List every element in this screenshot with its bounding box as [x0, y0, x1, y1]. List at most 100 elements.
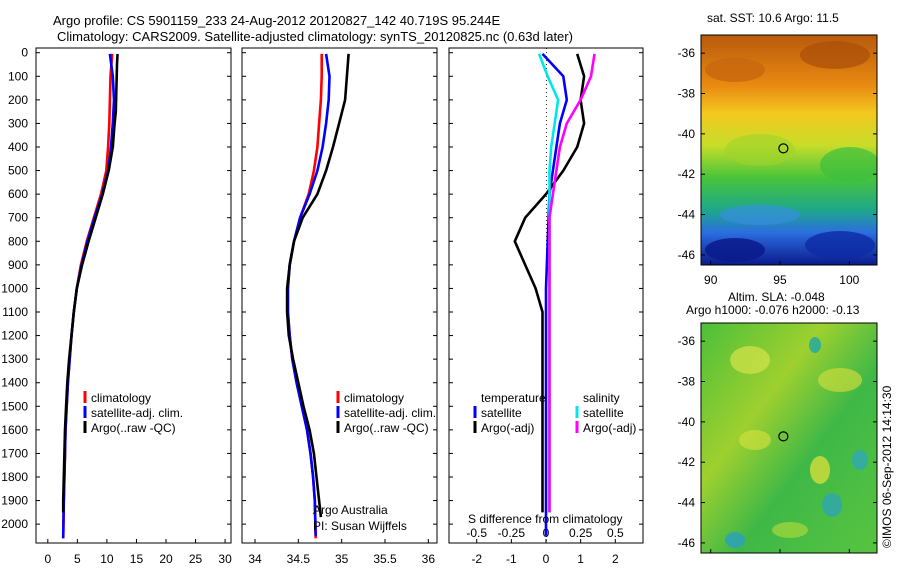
series-line-argo-raw-qc- — [61, 53, 119, 513]
x-tick-label: -1 — [506, 552, 517, 566]
depth-tick-label: 1200 — [1, 329, 28, 343]
series-line-satellite-adj-clim- — [286, 53, 331, 536]
figure-title: Argo profile: CS 5901159_233 24-Aug-2012… — [53, 13, 501, 28]
legend-satellite-label: satellite-adj. clim. — [344, 406, 436, 420]
series-line-argo-raw-qc- — [285, 53, 350, 518]
depth-tick-label: 0 — [21, 46, 28, 60]
sla-map-image — [701, 323, 877, 553]
legend-s-satellite-label: satellite — [583, 406, 624, 420]
depth-tick-label: 900 — [8, 258, 28, 272]
map-y-tick-label: -36 — [678, 46, 696, 60]
series-line-climatology — [286, 53, 324, 539]
salinity-series — [285, 53, 350, 539]
x-tick-label: -2 — [471, 552, 482, 566]
imos-timestamp: ©IMOS 06-Sep-2012 14:14:30 — [880, 385, 894, 548]
x-tick-label: 35 — [335, 552, 349, 566]
depth-tick-label: 1700 — [1, 446, 28, 460]
series-line-satellite-adj-clim- — [61, 53, 116, 539]
sst-map-title: sat. SST: 10.6 Argo: 11.5 — [707, 11, 839, 25]
difference-series — [513, 53, 596, 536]
difference-x-label: S difference from climatology — [468, 512, 623, 526]
depth-tick-label: 1800 — [1, 470, 28, 484]
map-y-tick-label: -42 — [678, 455, 696, 469]
map-y-tick-label: -42 — [678, 167, 696, 181]
sla-map-frame — [700, 322, 878, 554]
map-y-tick-label: -46 — [678, 248, 696, 262]
temperature-x-axis: 0 5 10 15 20 25 30 — [44, 539, 232, 566]
depth-tick-label: 300 — [8, 116, 28, 130]
depth-tick-label: 2000 — [1, 517, 28, 531]
map-y-tick-label: -44 — [678, 208, 696, 222]
map-y-tick-label: -40 — [678, 127, 696, 141]
x-tick-label: 20 — [159, 552, 173, 566]
s-tick-label: -0.25 — [498, 526, 526, 540]
series-line-climatology — [61, 53, 114, 539]
depth-tick-label: 800 — [8, 234, 28, 248]
credit-line-1: Argo Australia — [313, 503, 388, 517]
depth-tick-label: 1100 — [2, 305, 28, 319]
legend-s-argo-label: Argo(-adj) — [583, 421, 636, 435]
figure-subtitle: Climatology: CARS2009. Satellite-adjuste… — [57, 29, 573, 44]
depth-tick-label: 1500 — [1, 399, 28, 413]
legend-argo-label: Argo(..raw -QC) — [91, 421, 176, 435]
series-line-temperature-argo-adj- — [513, 53, 586, 513]
argo-location-marker — [778, 431, 789, 442]
s-tick-label: 0.25 — [569, 526, 593, 540]
argo-location-marker — [778, 143, 789, 154]
legend-t-argo-label: Argo(-adj) — [481, 421, 534, 435]
depth-tick-label: 1400 — [1, 376, 28, 390]
difference-legend: temperature satellite Argo(-adj) salinit… — [468, 391, 636, 526]
sst-map-image — [701, 35, 877, 265]
series-line-salinity-argo-adj- — [548, 53, 596, 513]
map-x-tick-label: 100 — [839, 273, 859, 287]
x-tick-label: 0 — [44, 552, 51, 566]
map-y-tick-label: -38 — [678, 87, 696, 101]
x-tick-label: 0 — [543, 552, 550, 566]
map-x-tick-label: 95 — [773, 273, 787, 287]
map-y-tick-label: -46 — [678, 536, 696, 550]
temperature-series — [61, 53, 119, 539]
x-tick-label: 10 — [100, 552, 114, 566]
depth-tick-label: 400 — [8, 140, 28, 154]
depth-tick-label: 1900 — [1, 494, 28, 508]
depth-tick-label: 1300 — [1, 352, 28, 366]
x-tick-label: 2 — [612, 552, 619, 566]
depth-tick-label: 600 — [8, 187, 28, 201]
legend-climatology-label: climatology — [344, 391, 404, 405]
s-tick-label: 0.5 — [607, 526, 624, 540]
map-y-tick-label: -44 — [678, 496, 696, 510]
x-tick-label: 34 — [248, 552, 262, 566]
legend-temperature-heading: temperature — [481, 391, 546, 405]
x-tick-label: 34.5 — [287, 552, 311, 566]
x-tick-label: 1 — [577, 552, 584, 566]
depth-tick-label: 100 — [8, 69, 28, 83]
map-y-tick-label: -36 — [678, 334, 696, 348]
salinity-x-axis: 34 34.5 35 35.5 36 — [248, 539, 435, 566]
salinity-legend: climatology satellite-adj. clim. Argo(..… — [313, 391, 436, 533]
x-tick-label: 30 — [218, 552, 232, 566]
depth-tick-label: 200 — [8, 93, 28, 107]
credit-line-2: PI: Susan Wijffels — [313, 519, 407, 533]
depth-tick-label: 700 — [8, 211, 28, 225]
x-tick-label: 25 — [189, 552, 203, 566]
x-tick-label: 5 — [74, 552, 81, 566]
map-x-tick-label: 90 — [704, 273, 718, 287]
sla-map-title: Altim. SLA: -0.048 — [728, 290, 825, 304]
x-tick-label: 35.5 — [373, 552, 397, 566]
map-y-tick-label: -38 — [678, 375, 696, 389]
depth-axis: 0 100 200 300 400 500 600 700 800 900 1000 1100 1200… — [1, 46, 643, 531]
legend-t-satellite-label: satellite — [481, 406, 522, 420]
legend-argo-label: Argo(..raw -QC) — [344, 421, 429, 435]
s-tick-label: -0.5 — [466, 526, 487, 540]
salinity-panel-frame — [241, 47, 438, 544]
legend-salinity-heading: salinity — [583, 391, 620, 405]
depth-tick-label: 500 — [8, 164, 28, 178]
legend-climatology-label: climatology — [91, 391, 151, 405]
legend-satellite-label: satellite-adj. clim. — [91, 406, 183, 420]
depth-tick-label: 1000 — [1, 281, 28, 295]
sst-map-axes: -36 -38 -40 -42 -44 -46 90 95 100 — [678, 46, 877, 287]
x-tick-label: 15 — [130, 552, 144, 566]
temperature-legend: climatology satellite-adj. clim. Argo(..… — [83, 391, 183, 435]
sst-map-frame — [700, 34, 878, 266]
